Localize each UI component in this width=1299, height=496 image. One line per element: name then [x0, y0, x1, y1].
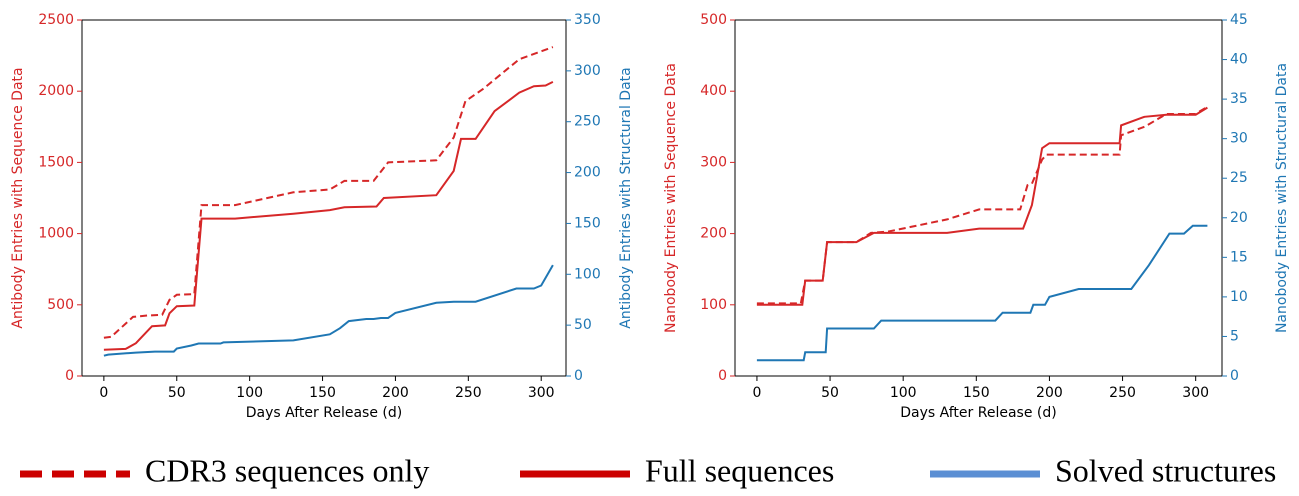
- y2-tick-label: 250: [574, 114, 601, 130]
- plot-frame: [81, 19, 567, 377]
- y-tick-label: 1000: [38, 226, 74, 242]
- x-tick-label: 200: [382, 385, 409, 401]
- x-tick-label: 250: [455, 385, 482, 401]
- line: [103, 81, 554, 351]
- y2-tick-label: 150: [574, 215, 601, 231]
- y-tick-label: 1500: [38, 154, 74, 170]
- y-axis-label: Antibody Entries with Sequence Data: [10, 67, 26, 328]
- plot-frame: [734, 19, 1223, 377]
- y2-tick-label: 300: [574, 63, 601, 79]
- x-tick-label: 100: [890, 385, 917, 401]
- x-tick-label: 150: [963, 385, 990, 401]
- x-axis-label: Days After Release (d): [900, 405, 1056, 421]
- y-tick-label: 400: [700, 83, 727, 99]
- y2-tick-label: 40: [1230, 52, 1248, 68]
- y-tick-label: 100: [700, 297, 727, 313]
- legend-label: Full sequences: [645, 452, 834, 488]
- x-tick-label: 300: [1182, 385, 1209, 401]
- x-tick-label: 150: [309, 385, 336, 401]
- y-axis-label: Nanobody Entries with Sequence Data: [663, 63, 679, 333]
- x-tick-label: 0: [99, 385, 108, 401]
- legend-label: CDR3 sequences only: [145, 452, 429, 488]
- line: [756, 106, 1208, 305]
- y-tick-label: 0: [718, 368, 727, 384]
- line: [103, 46, 554, 339]
- y2-tick-label: 35: [1230, 91, 1248, 107]
- y2-tick-label: 15: [1230, 249, 1248, 265]
- y2-axis-label: Antibody Entries with Structural Data: [618, 67, 634, 328]
- legend-label: Solved structures: [1055, 452, 1276, 488]
- x-tick-label: 250: [1109, 385, 1136, 401]
- y2-tick-label: 0: [574, 368, 583, 384]
- x-tick-label: 300: [528, 385, 555, 401]
- y-tick-label: 300: [700, 154, 727, 170]
- y-tick-label: 200: [700, 226, 727, 242]
- x-tick-label: 50: [168, 385, 186, 401]
- line: [756, 224, 1208, 362]
- x-tick-label: 200: [1036, 385, 1063, 401]
- y2-axis-label: Nanobody Entries with Structural Data: [1274, 63, 1290, 333]
- y2-tick-label: 25: [1230, 170, 1248, 186]
- y2-tick-label: 0: [1230, 368, 1239, 384]
- line: [103, 264, 554, 357]
- y2-tick-label: 50: [574, 317, 592, 333]
- y-tick-label: 500: [47, 297, 74, 313]
- x-axis-label: Days After Release (d): [246, 405, 402, 421]
- y2-tick-label: 20: [1230, 210, 1248, 226]
- y2-tick-label: 200: [574, 165, 601, 181]
- y2-tick-label: 30: [1230, 131, 1248, 147]
- y2-tick-label: 5: [1230, 328, 1239, 344]
- x-tick-label: 0: [752, 385, 761, 401]
- y-tick-label: 500: [700, 12, 727, 28]
- x-tick-label: 100: [236, 385, 263, 401]
- x-tick-label: 50: [821, 385, 839, 401]
- y-tick-label: 2500: [38, 12, 74, 28]
- y2-tick-label: 10: [1230, 289, 1248, 305]
- y2-tick-label: 350: [574, 12, 601, 28]
- y-tick-label: 2000: [38, 83, 74, 99]
- line: [756, 106, 1208, 306]
- y2-tick-label: 45: [1230, 12, 1248, 28]
- y2-tick-label: 100: [574, 266, 601, 282]
- y-tick-label: 0: [65, 368, 74, 384]
